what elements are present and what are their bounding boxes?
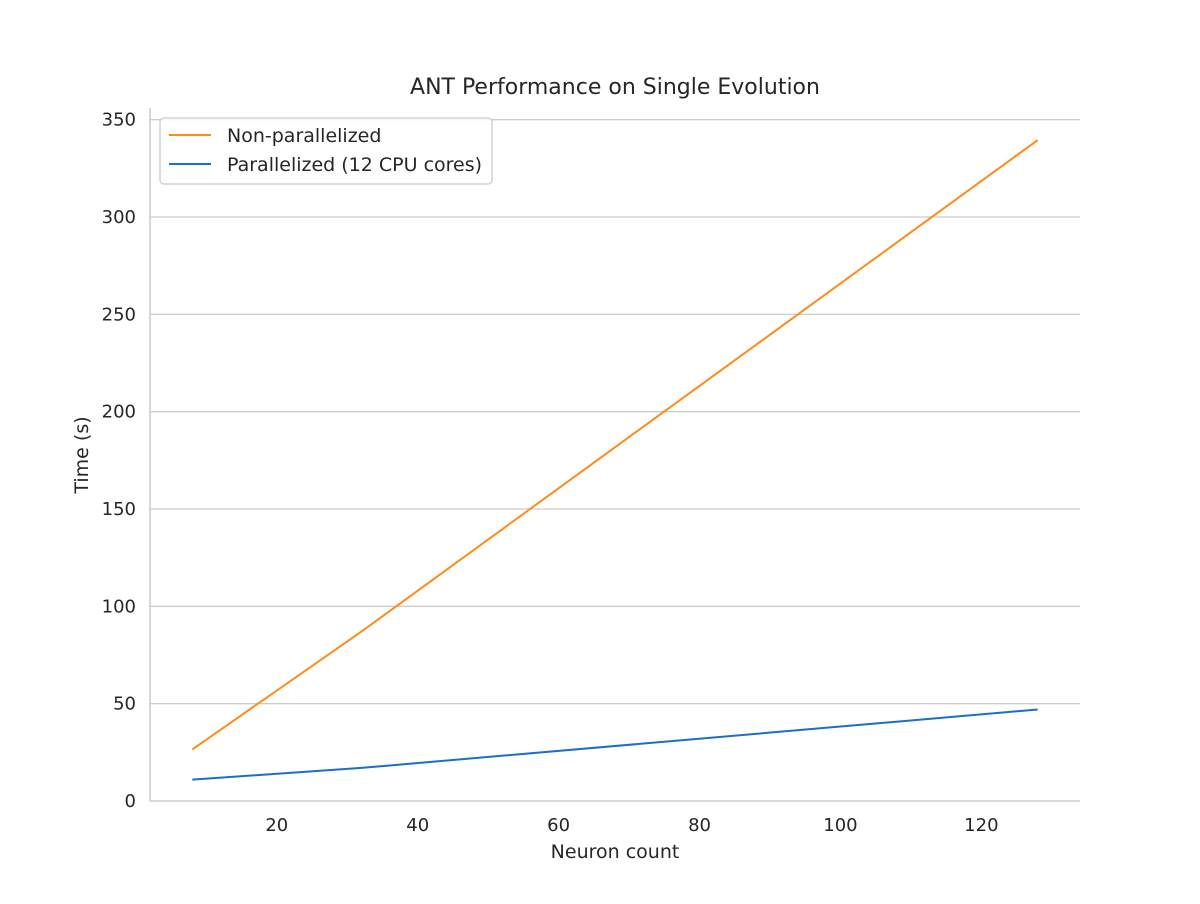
y-tick-label: 350 — [102, 110, 136, 131]
chart-title: ANT Performance on Single Evolution — [410, 75, 820, 100]
y-tick-label: 300 — [102, 207, 136, 228]
legend-box — [159, 117, 493, 185]
grid — [150, 119, 1080, 705]
y-tick-label: 200 — [102, 402, 136, 423]
y-tick-label: 250 — [102, 304, 136, 325]
x-tick-label: 20 — [265, 815, 288, 836]
legend: Non-parallelized Parallelized (12 CPU cor… — [159, 117, 493, 185]
legend-label: Parallelized (12 CPU cores) — [227, 154, 482, 176]
legend-entries: Non-parallelized Parallelized (12 CPU cor… — [169, 125, 482, 176]
x-tick-label: 60 — [547, 815, 570, 836]
x-tick-label: 80 — [688, 815, 711, 836]
axes-spines — [149, 108, 1080, 802]
x-tick-label: 40 — [406, 815, 429, 836]
x-axis-label: Neuron count — [551, 841, 680, 863]
y-tick-label: 100 — [102, 596, 136, 617]
series-lines — [191, 139, 1039, 781]
series-line-parallelized — [192, 708, 1038, 781]
y-tick-label: 150 — [102, 499, 136, 520]
y-tick-label: 50 — [113, 694, 136, 715]
legend-label: Non-parallelized — [227, 125, 381, 147]
y-tick-label: 0 — [125, 791, 136, 812]
x-tick-label: 120 — [964, 815, 998, 836]
x-axis-ticks: 20 40 60 80 100 120 — [265, 815, 998, 836]
series-line-non-parallelized — [191, 139, 1039, 751]
x-tick-label: 100 — [823, 815, 857, 836]
y-axis-ticks: 0 50 100 150 200 250 300 350 — [102, 110, 136, 812]
y-axis-label: Time (s) — [71, 416, 93, 494]
